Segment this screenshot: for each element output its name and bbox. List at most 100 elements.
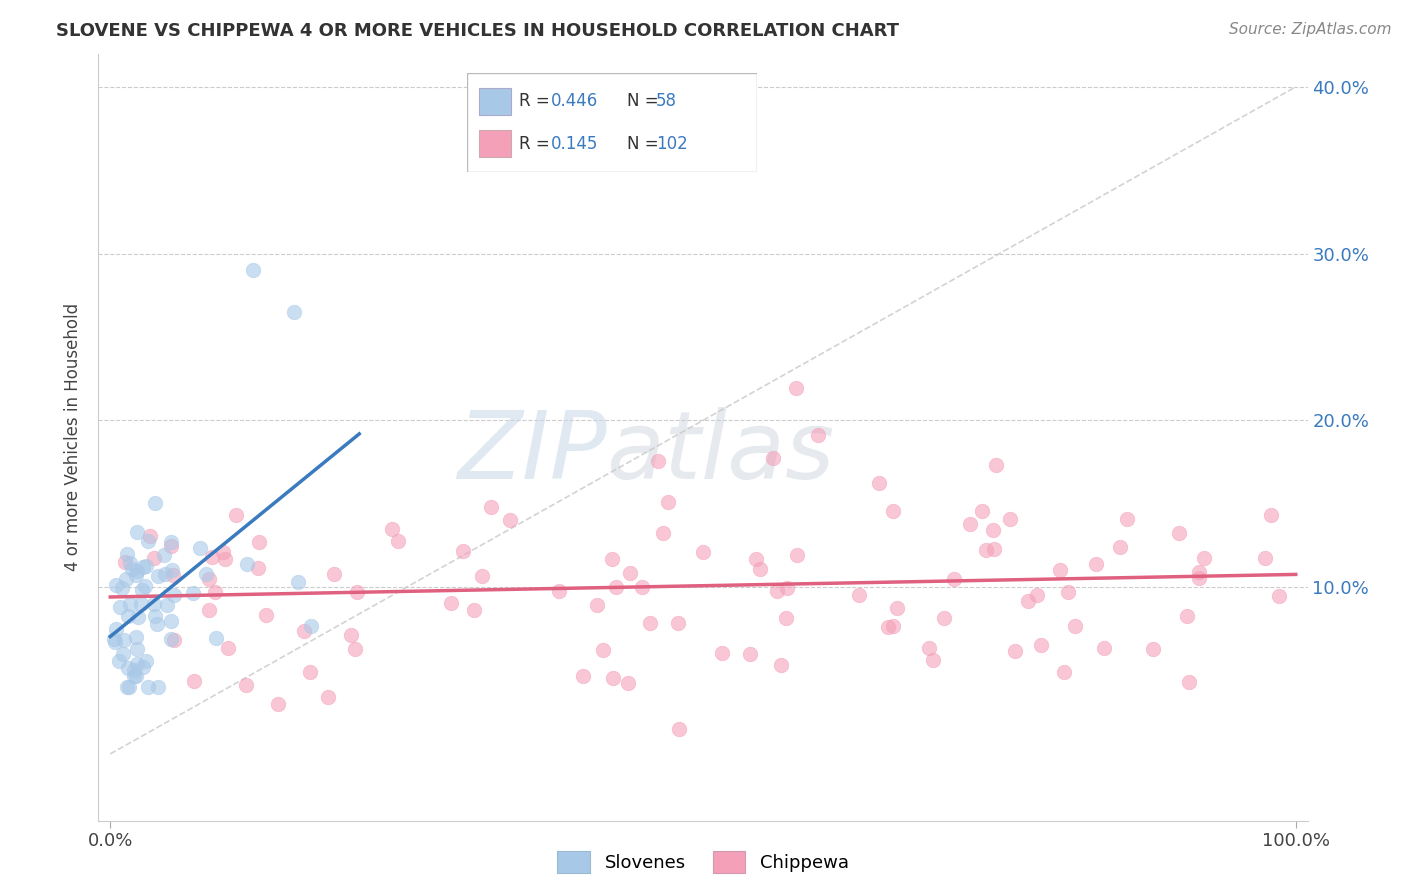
Point [162, 633, 184, 648]
Point [201, 549, 224, 564]
Point [786, 548, 808, 562]
Point [981, 523, 1004, 537]
Point [283, 305, 305, 319]
Point [115, 547, 138, 561]
Point [298, 665, 321, 680]
Point [1188, 566, 1211, 580]
Point [225, 508, 247, 523]
Point [125, 642, 148, 657]
Point [111, 581, 134, 595]
Point [131, 583, 153, 598]
Point [146, 569, 169, 583]
Point [121, 562, 143, 576]
Point [153, 549, 176, 563]
Point [886, 601, 908, 615]
Text: Source: ZipAtlas.com: Source: ZipAtlas.com [1229, 22, 1392, 37]
Point [143, 609, 166, 624]
Point [104, 634, 127, 648]
Point [1031, 638, 1053, 652]
Point [619, 566, 641, 581]
Point [1108, 540, 1130, 554]
Point [1049, 563, 1071, 577]
Point [571, 669, 593, 683]
Point [1260, 508, 1282, 522]
Point [745, 551, 768, 566]
Point [132, 560, 155, 574]
Point [651, 525, 673, 540]
Point [1175, 609, 1198, 624]
Point [135, 559, 157, 574]
Point [600, 551, 623, 566]
Point [299, 619, 322, 633]
Point [463, 603, 485, 617]
Point [471, 569, 494, 583]
Point [592, 643, 614, 657]
Point [1253, 551, 1275, 566]
Point [242, 263, 264, 277]
Point [160, 563, 183, 577]
Point [118, 680, 141, 694]
Point [204, 585, 226, 599]
Point [340, 627, 363, 641]
Point [769, 658, 792, 673]
Point [983, 542, 1005, 557]
Point [807, 427, 830, 442]
Point [749, 562, 772, 576]
Point [153, 566, 176, 581]
Point [547, 584, 569, 599]
Point [194, 566, 217, 581]
Point [134, 579, 156, 593]
Point [877, 619, 900, 633]
Point [198, 603, 221, 617]
Point [1142, 642, 1164, 657]
Point [647, 454, 669, 468]
Point [105, 622, 128, 636]
Point [775, 581, 797, 595]
Point [657, 495, 679, 509]
Point [943, 572, 966, 586]
Point [124, 663, 146, 677]
Point [710, 646, 733, 660]
Point [160, 539, 183, 553]
Point [127, 609, 149, 624]
Point [1053, 665, 1076, 680]
Point [146, 680, 169, 694]
Point [254, 607, 277, 622]
Point [120, 556, 142, 570]
Point [235, 678, 257, 692]
Point [136, 533, 159, 548]
Point [762, 450, 785, 465]
Point [127, 657, 149, 671]
Point [1017, 594, 1039, 608]
Point [125, 630, 148, 644]
Point [440, 596, 463, 610]
Point [287, 575, 309, 590]
Point [998, 512, 1021, 526]
Point [1116, 512, 1139, 526]
Point [775, 611, 797, 625]
Point [344, 642, 367, 657]
Point [381, 522, 404, 536]
Point [882, 504, 904, 518]
Point [112, 633, 135, 648]
Point [125, 524, 148, 539]
Point [974, 543, 997, 558]
Point [142, 551, 165, 566]
Point [959, 516, 981, 531]
Point [181, 586, 204, 600]
Point [346, 584, 368, 599]
Point [666, 615, 689, 630]
Point [160, 614, 183, 628]
Point [108, 654, 131, 668]
Point [156, 598, 179, 612]
Point [605, 580, 627, 594]
Point [640, 615, 662, 630]
Point [217, 641, 239, 656]
Point [882, 619, 904, 633]
Point [159, 535, 181, 549]
Point [972, 504, 994, 518]
Point [387, 534, 409, 549]
Point [1092, 640, 1115, 655]
Point [1056, 585, 1078, 599]
Point [236, 557, 259, 571]
